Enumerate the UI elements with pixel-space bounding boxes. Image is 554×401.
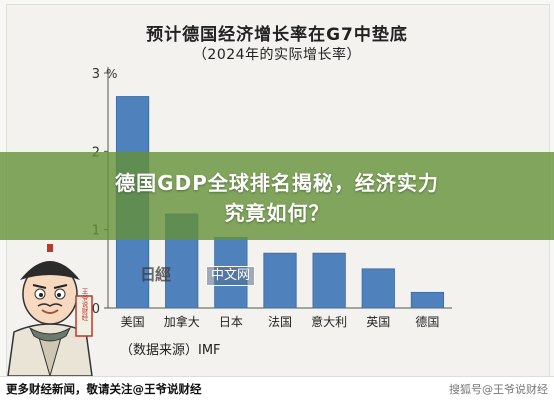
bar-4 (312, 252, 346, 309)
headline-line-2: 究竟如何？ (224, 201, 330, 225)
y-unit-label: % (106, 67, 117, 81)
headline: 德国GDP全球排名揭秘，经济实力 究竟如何？ (40, 168, 514, 228)
data-source-label: （数据来源）IMF (120, 343, 221, 358)
seal-text: 王爷说财经 (80, 287, 88, 320)
watermark: 日經 中文网 (140, 262, 270, 288)
footer-bar: 更多财经新闻，敬请关注@王爷说财经 搜狐号@王爷说财经 (0, 376, 554, 401)
cartoon-mascot: 王爷说财经 (7, 244, 93, 376)
x-tick-label: 意大利 (311, 314, 347, 329)
bar-3 (263, 252, 297, 309)
watermark-text: 中文网 (206, 266, 256, 286)
headline-line-1: 德国GDP全球排名揭秘，经济实力 (115, 171, 439, 195)
chart-title: 预计德国经济增长率在G7中垫底 (146, 25, 408, 45)
footer-watermark: 搜狐号@王爷说财经 (449, 383, 548, 396)
x-tick-label: 加拿大 (164, 314, 200, 329)
bar-5 (361, 268, 395, 309)
x-tick-label: 法国 (268, 315, 292, 329)
watermark-logo: 日經 (140, 265, 171, 284)
bar-6 (410, 291, 445, 309)
x-tick-label: 德国 (415, 314, 439, 329)
x-tick-label: 英国 (366, 315, 390, 329)
chart-subtitle: （2024年的实际增长率） (192, 47, 362, 63)
x-tick-label: 日本 (219, 315, 243, 329)
y-tick-label: 3 (92, 67, 100, 82)
headline-band (0, 152, 554, 240)
footer-text: 更多财经新闻，敬请关注@王爷说财经 (6, 382, 202, 396)
y-tick-label: 0 (92, 302, 100, 317)
x-tick-label: 美国 (121, 315, 145, 329)
